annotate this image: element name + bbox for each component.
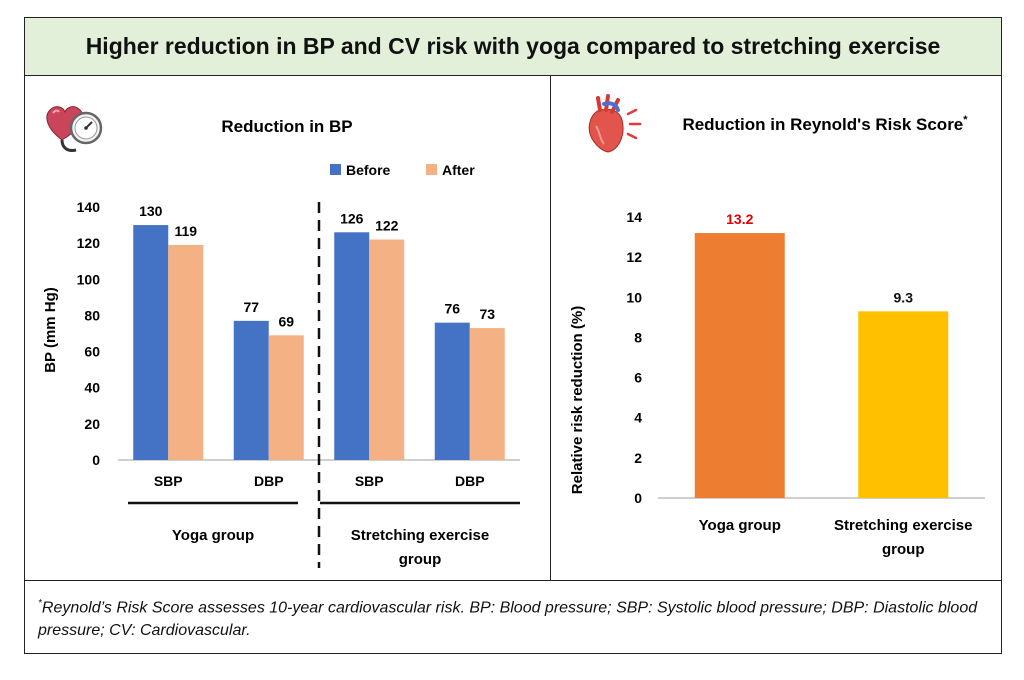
bp-bar-after [469,328,505,460]
rrs-chart-title: Reduction in Reynold's Risk Score* [682,114,968,134]
bp-bar-after [168,244,204,460]
bp-legend-label: After [442,162,475,178]
footnote: *Reynold’s Risk Score assesses 10-year c… [38,592,988,642]
bp-y-tick-label: 20 [84,416,100,432]
bp-x-tick-label: DBP [254,473,284,489]
figure-title: Higher reduction in BP and CV risk with … [24,17,1002,76]
rrs-data-label: 13.2 [726,211,753,227]
bp-group-labels: Yoga group Stretching exercise group [128,202,520,568]
rrs-x-tick-label: Stretching exercise [834,517,972,534]
heart-blood-pressure-gauge-icon [46,106,103,152]
bp-data-label: 69 [278,313,294,329]
bp-y-tick-label: 40 [84,380,100,396]
rrs-bar [858,311,949,498]
bp-data-label: 73 [479,306,495,322]
rrs-data-label: 9.3 [894,289,914,305]
bp-group-label: Yoga group [172,527,254,544]
rrs-y-tick-label: 10 [626,289,642,305]
rrs-bar [694,233,785,499]
bp-bar-after [369,239,405,460]
rrs-y-axis-label: Relative risk reduction (%) [569,306,586,494]
bp-data-label: 76 [444,301,460,317]
rrs-y-tick-label: 6 [634,370,642,386]
bp-data-label: 119 [174,223,197,239]
rrs-y-tick-label: 12 [626,249,642,265]
bp-x-tick-label: DBP [455,473,485,489]
bp-y-tick-label: 100 [77,271,101,287]
bp-x-tick-label: SBP [355,473,384,489]
rrs-y-tick-label: 14 [626,209,642,225]
bp-y-tick-label: 140 [77,199,101,215]
bp-group-label: Stretching exercise [351,527,489,544]
bp-legend-swatch-after [426,164,437,175]
rrs-axis: 0 2 4 6 8 10 12 14 Yoga group Stretching exercise… [626,209,985,558]
bp-x-tick-label: SBP [154,473,183,489]
bp-bar-before [233,320,269,460]
rrs-y-tick-label: 4 [634,410,642,426]
bp-y-axis-label: BP (mm Hg) [42,287,59,373]
bp-y-tick-label: 80 [84,307,100,323]
bp-y-tick-label: 0 [92,452,100,468]
bp-chart: Reduction in BP Before After BP (mm Hg) 0… [42,117,520,568]
bp-data-label: 122 [375,218,399,234]
rrs-y-tick-label: 8 [634,329,642,345]
bp-data-label: 130 [139,203,163,219]
bp-bar-before [334,232,370,460]
bp-data-label: 77 [243,299,259,315]
rrs-x-tick-label: group [882,541,925,558]
bp-bar-before [133,225,169,460]
rrs-chart: Reduction in Reynold's Risk Score* Relat… [569,114,985,558]
bp-legend: Before After [330,162,475,178]
bp-y-tick-label: 60 [84,344,100,360]
bp-chart-title: Reduction in BP [221,117,352,136]
anatomical-heart-icon [588,94,642,153]
bp-bars: 130 119 77 69 126 122 76 73 [133,203,505,460]
footnote-divider [24,580,1002,581]
footnote-text: Reynold’s Risk Score assesses 10-year ca… [38,599,978,640]
bp-legend-label: Before [346,162,391,178]
panel-divider [550,76,551,581]
rrs-x-tick-label: Yoga group [699,517,781,534]
bp-legend-swatch-before [330,164,341,175]
rrs-bars: 13.2 9.3 [694,211,949,499]
rrs-y-tick-label: 2 [634,450,642,466]
rrs-y-tick-label: 0 [634,490,642,506]
bp-data-label: 126 [340,210,364,226]
bp-bar-after [268,335,304,460]
bp-group-label: group [399,551,442,568]
bp-y-tick-label: 120 [77,235,101,251]
bp-bar-before [434,322,470,460]
footnote-marker: * [38,598,42,609]
